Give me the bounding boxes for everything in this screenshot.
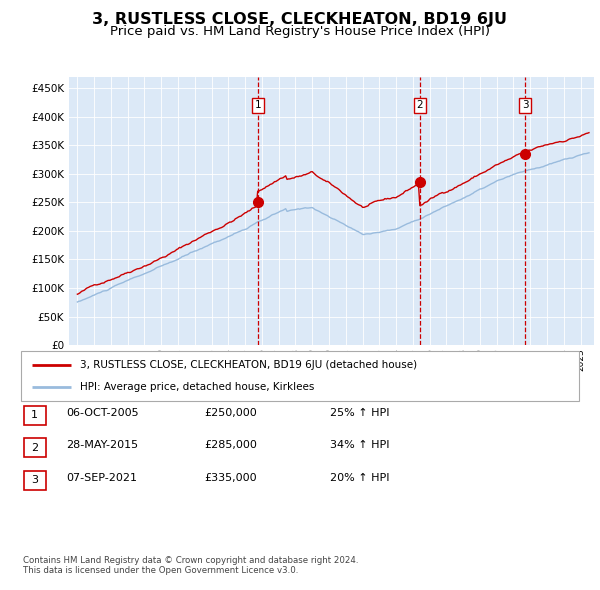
Text: £335,000: £335,000 [204,473,257,483]
Text: 34% ↑ HPI: 34% ↑ HPI [330,441,389,450]
Text: £250,000: £250,000 [204,408,257,418]
FancyBboxPatch shape [24,406,46,425]
Text: 3, RUSTLESS CLOSE, CLECKHEATON, BD19 6JU: 3, RUSTLESS CLOSE, CLECKHEATON, BD19 6JU [92,12,508,27]
Text: 25% ↑ HPI: 25% ↑ HPI [330,408,389,418]
Text: Price paid vs. HM Land Registry's House Price Index (HPI): Price paid vs. HM Land Registry's House … [110,25,490,38]
Text: 07-SEP-2021: 07-SEP-2021 [66,473,137,483]
Text: 3: 3 [522,100,529,110]
FancyBboxPatch shape [24,471,46,490]
Text: 06-OCT-2005: 06-OCT-2005 [66,408,139,418]
Text: £285,000: £285,000 [204,441,257,450]
Text: 1: 1 [31,411,38,420]
FancyBboxPatch shape [21,351,579,401]
Text: 28-MAY-2015: 28-MAY-2015 [66,441,138,450]
Text: Contains HM Land Registry data © Crown copyright and database right 2024.
This d: Contains HM Land Registry data © Crown c… [23,556,358,575]
Text: 1: 1 [254,100,261,110]
Text: HPI: Average price, detached house, Kirklees: HPI: Average price, detached house, Kirk… [80,382,314,392]
Text: 2: 2 [31,443,38,453]
FancyBboxPatch shape [24,438,46,457]
Text: 20% ↑ HPI: 20% ↑ HPI [330,473,389,483]
Text: 3: 3 [31,476,38,485]
Text: 3, RUSTLESS CLOSE, CLECKHEATON, BD19 6JU (detached house): 3, RUSTLESS CLOSE, CLECKHEATON, BD19 6JU… [80,360,417,370]
Text: 2: 2 [416,100,423,110]
